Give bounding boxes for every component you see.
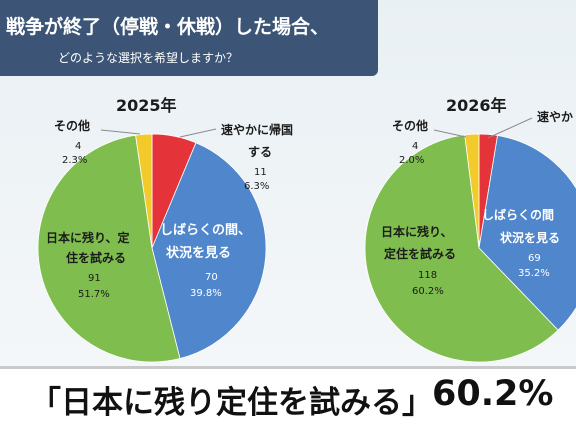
label-return-2025-line2: する bbox=[248, 145, 272, 159]
title-band: 戦争が終了（停戦・休戦）した場合、 どのような選択を希望しますか？ bbox=[0, 0, 378, 76]
chart-title-2025: 2025年 bbox=[116, 96, 177, 115]
pie-chart-2026 bbox=[364, 133, 576, 363]
pie-2026-slice-2 bbox=[364, 134, 559, 363]
label-return-2025-line1: 速やかに帰国 bbox=[221, 122, 293, 137]
label-other-2026: その他 bbox=[392, 118, 428, 133]
caption-bar: 「日本に残り定住を試みる」 60.2% bbox=[0, 366, 576, 433]
pct-wait-2025: 39.8% bbox=[190, 288, 222, 299]
count-other-2025: 4 bbox=[75, 141, 81, 152]
pie-charts-canvas: その他 4 2.3% 速やかに帰国 する 11 6.3% しばらくの間、 状況を… bbox=[37, 109, 576, 363]
label-return-2026-partial: 速やか bbox=[537, 109, 573, 124]
label-wait-2025-line1: しばらくの間、 bbox=[160, 223, 251, 238]
pct-stay-2026: 60.2% bbox=[412, 286, 444, 297]
leader-line-return-2026 bbox=[487, 117, 533, 139]
caption-percent: 60.2% bbox=[432, 374, 554, 414]
label-stay-2025-line2: 住を試みる bbox=[66, 250, 126, 265]
count-stay-2026: 118 bbox=[418, 270, 437, 281]
leader-line-other-2025 bbox=[100, 129, 141, 135]
pie-2025-slice-3 bbox=[135, 133, 153, 249]
pct-other-2026: 2.0% bbox=[399, 155, 424, 166]
label-stay-2025-line1: 日本に残り、定 bbox=[46, 230, 130, 245]
pie-2025-slice-1 bbox=[151, 142, 267, 360]
count-stay-2025: 91 bbox=[88, 273, 101, 284]
label-wait-2026-line2: 状況を見る bbox=[500, 230, 560, 245]
count-return-2025: 11 bbox=[254, 167, 267, 178]
slide-title-line-1: 戦争が終了（停戦・休戦）した場合、 bbox=[6, 16, 330, 38]
label-wait-2026-line1: しばらくの間 bbox=[482, 207, 554, 222]
label-other-2025: その他 bbox=[54, 118, 90, 133]
pie-chart-2025 bbox=[37, 133, 267, 363]
slide-title-line-2: どのような選択を希望しますか？ bbox=[58, 51, 239, 65]
label-wait-2025-line2: 状況を見る bbox=[166, 245, 231, 261]
pct-other-2025: 2.3% bbox=[62, 155, 87, 166]
leader-line-return-2025 bbox=[179, 128, 217, 138]
label-stay-2026-line2: 定住を試みる bbox=[384, 246, 456, 261]
label-stay-2026-line1: 日本に残り、 bbox=[381, 224, 453, 239]
pct-stay-2025: 51.7% bbox=[78, 289, 110, 300]
chart-slide: 戦争が終了（停戦・休戦）した場合、 どのような選択を希望しますか？ 2025年 … bbox=[0, 0, 576, 366]
count-other-2026: 4 bbox=[412, 141, 418, 152]
pct-return-2025: 6.3% bbox=[244, 181, 269, 192]
count-wait-2025: 70 bbox=[205, 272, 218, 283]
count-wait-2026: 69 bbox=[528, 253, 541, 264]
leader-line-other-2026 bbox=[433, 129, 467, 138]
chart-title-2026: 2026年 bbox=[446, 96, 507, 115]
pie-2026-slice-1 bbox=[478, 135, 576, 331]
pie-2026-slice-3 bbox=[464, 133, 480, 249]
caption-text: 「日本に残り定住を試みる」 bbox=[30, 385, 433, 421]
pie-2025-slice-2 bbox=[37, 134, 181, 363]
pct-wait-2026: 35.2% bbox=[518, 268, 550, 279]
